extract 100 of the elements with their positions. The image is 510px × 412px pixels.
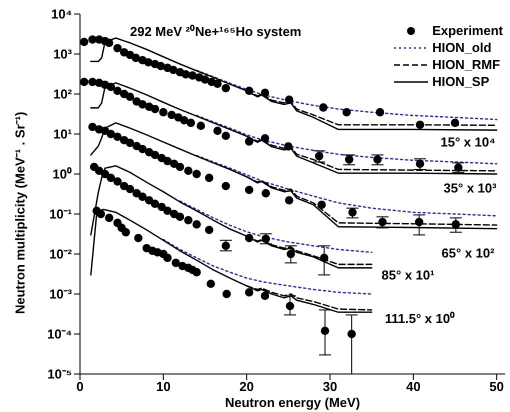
point	[106, 174, 116, 182]
y-tick-label: 10³	[53, 46, 73, 62]
y-tick-label: 10²	[53, 86, 73, 102]
point	[260, 88, 270, 98]
point	[172, 258, 180, 268]
point	[222, 84, 230, 92]
point	[180, 116, 188, 125]
point	[132, 189, 141, 198]
line-series	[179, 200, 372, 254]
x-tick-label: 0	[76, 379, 84, 394]
point	[204, 226, 214, 234]
legend-label: HION_RMF	[432, 57, 500, 72]
point	[314, 152, 324, 160]
point	[144, 196, 154, 205]
x-tick-label: 50	[489, 379, 504, 394]
y-tick-label: 10⁻⁵	[47, 366, 72, 382]
point	[113, 132, 122, 142]
point	[184, 166, 193, 176]
point	[320, 254, 328, 262]
point	[184, 216, 193, 224]
point	[244, 86, 254, 96]
point	[244, 234, 254, 242]
legend-label: Experiment	[432, 23, 503, 38]
y-tick-label: 10⁴	[51, 6, 72, 22]
point	[192, 170, 201, 178]
point	[132, 54, 140, 62]
point	[244, 186, 254, 194]
point	[196, 122, 206, 130]
point	[213, 126, 222, 136]
x-tick-label: 10	[156, 379, 171, 394]
y-tick-label: 10⁻²	[49, 246, 73, 262]
y-tick-label: 10⁻¹	[49, 206, 72, 222]
x-tick-label: 30	[322, 379, 338, 394]
point	[176, 212, 184, 222]
point	[163, 206, 172, 216]
y-tick-label: 10⁰	[52, 166, 72, 182]
point	[100, 170, 110, 178]
annotation: 111.5° x 10⁰	[384, 310, 456, 327]
point	[454, 163, 463, 172]
annotation: 85° x 10¹	[382, 268, 434, 282]
point	[192, 268, 201, 276]
point	[176, 162, 184, 172]
point	[106, 82, 116, 92]
y-tick-label: 10⁻⁴	[47, 326, 72, 342]
x-axis-title: Neutron energy (MeV)	[224, 395, 360, 410]
point	[113, 177, 122, 186]
point	[204, 174, 214, 182]
point	[163, 254, 172, 262]
point	[186, 118, 196, 128]
point	[260, 292, 270, 300]
point	[138, 192, 147, 201]
point	[284, 196, 294, 205]
point	[262, 234, 270, 243]
point	[156, 62, 166, 70]
annotation: 65° x 10²	[442, 246, 494, 260]
point	[284, 142, 293, 151]
point	[113, 86, 122, 96]
point	[150, 150, 160, 160]
point	[317, 200, 326, 209]
point	[188, 71, 197, 80]
y-tick-label: 10⁻³	[49, 286, 73, 302]
point	[96, 210, 106, 218]
point	[286, 250, 296, 258]
point	[222, 182, 230, 190]
point	[113, 44, 122, 52]
legend-label: HION_SP	[432, 74, 490, 89]
y-tick-label: 10¹	[53, 126, 72, 142]
point	[138, 100, 147, 109]
line-series	[162, 238, 372, 295]
point	[192, 220, 201, 229]
annotation: 15° x 10⁴	[440, 134, 496, 150]
point	[167, 110, 176, 120]
x-tick-label: 20	[239, 379, 254, 394]
point	[320, 326, 330, 336]
point	[200, 75, 210, 84]
point	[157, 202, 166, 212]
point	[106, 130, 116, 138]
point	[150, 104, 160, 114]
point	[126, 138, 134, 148]
y-axis-title: Neutron multiplicity (MeV⁻¹ . Sr⁻¹)	[12, 112, 28, 314]
point	[450, 118, 460, 128]
point	[347, 330, 356, 338]
point	[80, 78, 88, 86]
point	[222, 290, 231, 298]
text: 292 MeV ²⁰Ne+¹⁶⁵Ho system	[130, 23, 302, 40]
point	[150, 200, 160, 208]
point	[88, 122, 97, 132]
point	[138, 144, 147, 154]
point	[159, 108, 168, 116]
point	[163, 156, 172, 166]
point	[344, 155, 354, 164]
point	[104, 38, 114, 48]
point	[222, 242, 230, 250]
point	[144, 58, 153, 67]
line-series	[196, 154, 498, 217]
point	[286, 302, 294, 310]
point	[319, 103, 328, 112]
point	[213, 80, 222, 88]
legend-label: HION_old	[432, 40, 492, 55]
point	[134, 234, 143, 242]
